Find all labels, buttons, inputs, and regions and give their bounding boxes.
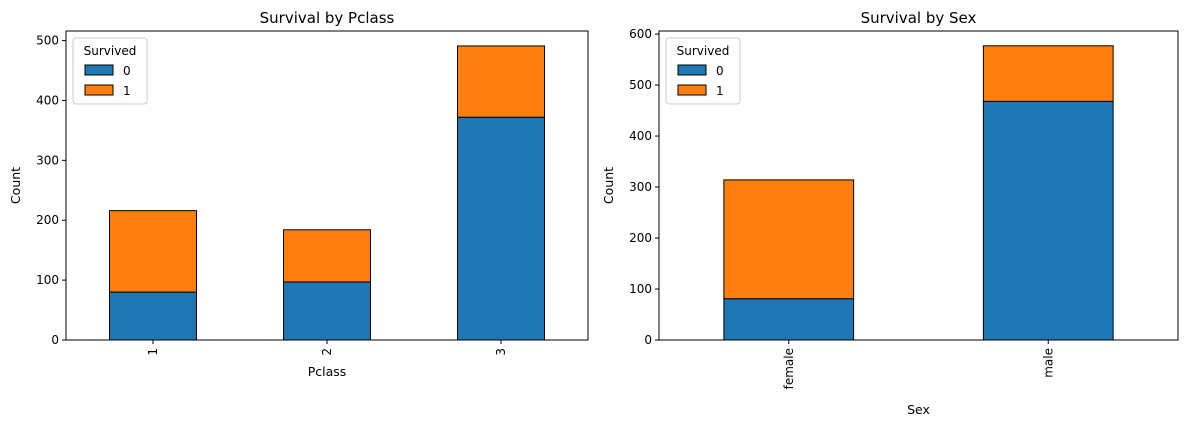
y-tick-label: 200 <box>36 213 59 227</box>
y-tick-label: 500 <box>629 78 652 92</box>
x-tick-label: 3 <box>494 348 508 356</box>
y-axis-label: Count <box>8 167 23 204</box>
chart-title: Survival by Sex <box>861 9 977 27</box>
legend-label-survived-1: 1 <box>716 84 724 98</box>
chart-title: Survival by Pclass <box>260 9 395 27</box>
chart-survival-by-sex: Survival by Sex 0 100 200 300 400 500 600 female… <box>601 9 1179 417</box>
legend-swatch-survived-0 <box>677 64 707 76</box>
legend-label-survived-1: 1 <box>123 84 131 98</box>
x-tick-label: male <box>1041 348 1055 378</box>
legend-title: Survived <box>677 44 730 58</box>
x-tick-label: 1 <box>146 348 160 356</box>
y-tick-label: 400 <box>629 129 652 143</box>
bar-female-survived-1 <box>723 179 855 300</box>
bar-3-survived-0 <box>457 116 545 341</box>
bar-1-survived-0 <box>109 291 197 341</box>
y-axis-label: Count <box>601 167 616 204</box>
x-tick-label: 2 <box>320 348 334 356</box>
y-tick-label: 0 <box>644 333 652 347</box>
y-tick-label: 200 <box>629 231 652 245</box>
legend-swatch-survived-0 <box>84 64 114 76</box>
legend-swatch-survived-1 <box>84 84 114 96</box>
bar-3-survived-1 <box>457 45 545 118</box>
x-axis-label: Pclass <box>308 364 347 379</box>
legend-swatch-survived-1 <box>677 84 707 96</box>
bar-female-survived-0 <box>723 298 855 341</box>
y-tick-label: 300 <box>629 180 652 194</box>
chart-survival-by-pclass: Survival by Pclass 0 100 200 300 400 500 1 2 3 Pcl… <box>8 9 589 379</box>
y-tick-label: 600 <box>629 27 652 41</box>
x-tick-label: female <box>782 348 796 389</box>
legend-title: Survived <box>84 44 137 58</box>
x-axis-label: Sex <box>907 402 930 417</box>
plot-area-frame <box>658 30 1179 341</box>
y-tick-label: 100 <box>36 273 59 287</box>
legend: Survived 0 1 <box>665 37 741 105</box>
legend: Survived 0 1 <box>72 37 148 105</box>
y-tick-label: 400 <box>36 93 59 107</box>
y-tick-label: 0 <box>51 333 59 347</box>
y-tick-label: 300 <box>36 153 59 167</box>
y-tick-label: 100 <box>629 282 652 296</box>
legend-label-survived-0: 0 <box>716 64 724 78</box>
y-tick-label: 500 <box>36 34 59 48</box>
bar-1-survived-1 <box>109 210 197 293</box>
bar-2-survived-0 <box>283 281 371 341</box>
bar-male-survived-1 <box>982 45 1114 102</box>
bar-2-survived-1 <box>283 229 371 283</box>
bar-male-survived-0 <box>982 100 1114 341</box>
legend-label-survived-0: 0 <box>123 64 131 78</box>
